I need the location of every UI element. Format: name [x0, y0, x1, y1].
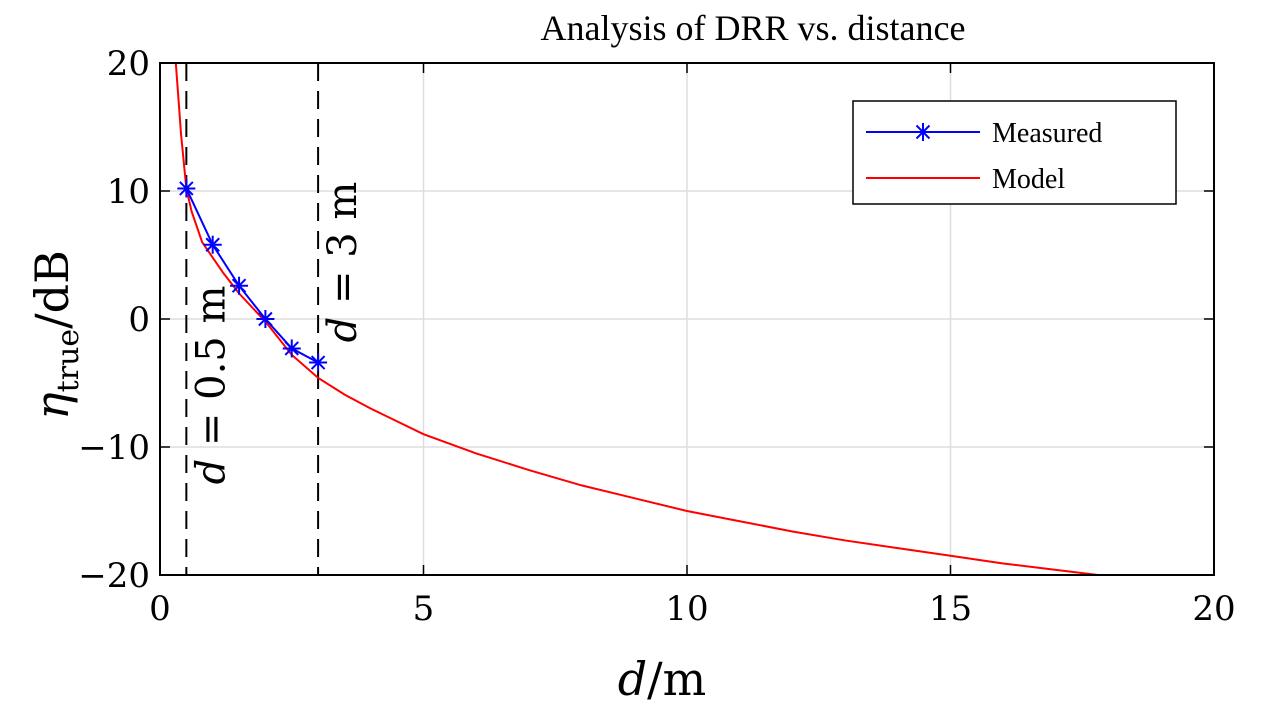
series-line-model — [174, 62, 1099, 576]
series-line-measured — [185, 188, 319, 364]
y-tick-label: −20 — [78, 556, 150, 596]
x-label-unit: /m — [647, 652, 706, 706]
measured-point — [230, 276, 249, 295]
chart-title: Analysis of DRR vs. distance — [541, 8, 966, 48]
measured-point — [282, 339, 301, 358]
x-tick-label: 15 — [929, 589, 972, 629]
legend-box — [852, 100, 1177, 205]
x-tick-label: 5 — [413, 589, 435, 629]
x-tick-label: 10 — [665, 589, 708, 629]
x-label-var: d — [618, 652, 647, 706]
y-tick-label: −10 — [78, 428, 150, 468]
measured-point — [203, 235, 222, 254]
y-label-var: η — [25, 392, 79, 420]
measured-point — [309, 353, 328, 372]
series-layer — [174, 62, 1099, 576]
legend-model-label: Model — [992, 164, 1065, 195]
y-tick-label: 0 — [128, 300, 150, 340]
y-tick-label: 10 — [107, 172, 150, 212]
y-label-sub: true — [51, 329, 86, 392]
vertical-reference-lines: d = 0.5 m d = 3 m — [185, 63, 366, 575]
x-tick-label: 0 — [149, 589, 171, 629]
measured-point — [256, 310, 275, 328]
y-label-unit: /dB — [25, 250, 79, 329]
x-axis-label: d/m — [618, 652, 707, 706]
x-tick-label: 20 — [1192, 589, 1235, 629]
measured-point — [177, 179, 196, 198]
y-axis-label: ηtrue/dB — [25, 250, 86, 420]
vline-label-0: d = 0.5 m — [188, 286, 234, 485]
y-tick-label: 20 — [107, 44, 150, 84]
x-ticks: 0 5 10 15 20 — [149, 63, 1236, 629]
y-ticks: −20 −10 0 10 20 — [78, 44, 1214, 596]
legend: Measured Model — [852, 100, 1177, 205]
legend-measured-marker — [914, 123, 932, 141]
legend-measured-label: Measured — [992, 118, 1102, 149]
vline-label-1: d = 3 m — [320, 182, 366, 343]
